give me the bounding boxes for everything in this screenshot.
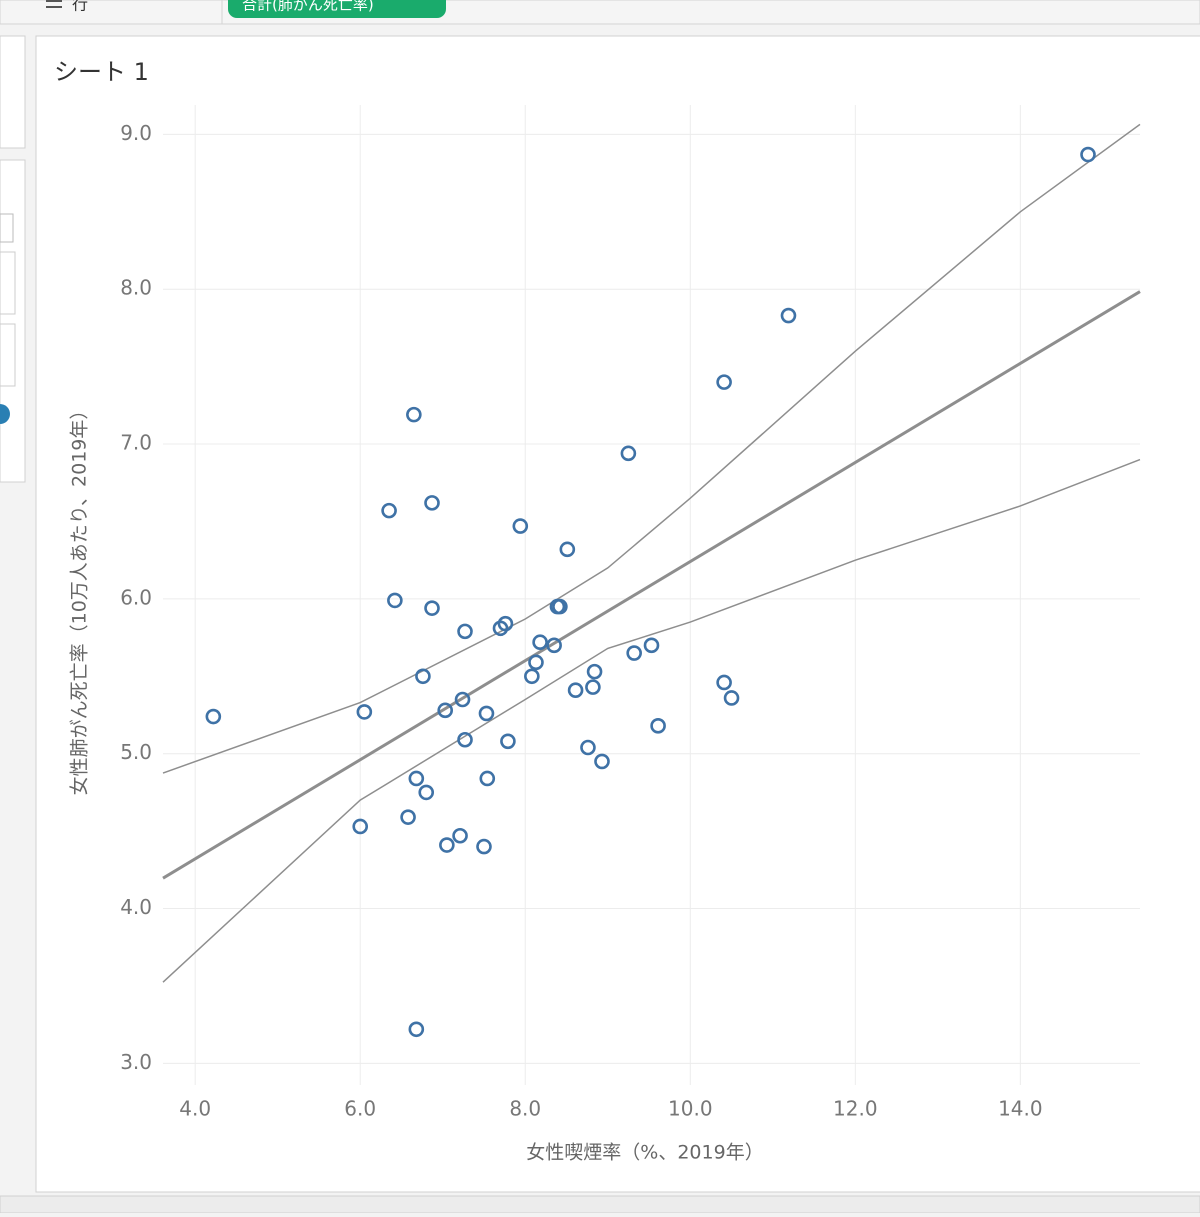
pill-label[interactable]: 合計(肺がん死亡率) [242,0,374,14]
point [400,809,416,825]
point [415,668,431,685]
point [408,770,425,787]
point [497,615,514,632]
point [439,837,455,853]
point [723,690,740,706]
point [476,838,492,855]
side-button[interactable] [0,404,10,424]
side-box [0,323,16,387]
x-tick-label: 8.0 [509,1097,541,1121]
point [546,637,562,654]
point [418,784,435,801]
point [457,731,473,748]
point [716,674,732,691]
y-tick-label: 7.0 [120,431,152,455]
point [586,663,603,680]
confidence-lower [162,458,1141,983]
x-axis-title: 女性喫煙率（%、2019年） [526,1142,763,1164]
sheet-title: シート 1 [54,58,149,86]
point [352,818,369,835]
point [454,691,471,708]
point [478,705,495,722]
shelf-icon [46,0,62,8]
pill[interactable] [228,0,446,18]
point [381,502,397,519]
confidence-upper [162,123,1141,774]
side-panel [0,159,26,483]
point [205,708,222,725]
point [1080,146,1096,163]
x-tick-label: 12.0 [833,1097,878,1121]
shelf-label: 行 [72,0,88,14]
point [524,668,540,685]
point [437,702,454,719]
point [580,739,596,756]
point [716,374,732,390]
point [585,679,601,695]
y-axis-title: 女性肺がん死亡率（10万人あたり、2019年） [69,401,91,796]
sheet [35,35,1200,1193]
x-tick-label: 10.0 [668,1097,713,1121]
x-tick-label: 6.0 [344,1097,376,1121]
y-tick-label: 4.0 [120,895,152,919]
side-box [0,251,16,315]
point [512,518,529,534]
point [626,645,642,661]
y-tick-label: 6.0 [120,585,152,609]
x-tick-label: 4.0 [179,1097,211,1121]
point [452,827,468,844]
point [479,770,496,787]
point [424,600,440,616]
y-tick-label: 9.0 [120,121,152,145]
point [424,495,440,511]
side-panel [0,35,26,149]
x-tick-label: 14.0 [998,1097,1043,1121]
point [594,753,610,770]
point [356,704,373,720]
y-tick-label: 5.0 [120,740,152,764]
point [406,406,422,423]
point [500,733,516,750]
point [620,445,637,462]
plot: 3.0 4.0 5.0 6.0 7.0 8.0 9.0 4.0 6.0 8.0 10.0 12.0 14… [120,105,1141,1121]
point [457,623,473,640]
point [552,598,568,615]
point [408,1021,425,1038]
rows-shelf [0,0,1200,25]
dropdown[interactable] [0,213,14,243]
point [532,634,548,651]
point [528,654,544,671]
y-tick-label: 3.0 [120,1050,152,1074]
tab-bar [0,1195,1200,1214]
point [650,718,666,734]
point [567,682,584,699]
trend-line [162,290,1141,880]
y-tick-label: 8.0 [120,276,152,300]
point [559,541,576,558]
point [780,307,797,324]
point [387,592,403,609]
point [643,637,660,654]
